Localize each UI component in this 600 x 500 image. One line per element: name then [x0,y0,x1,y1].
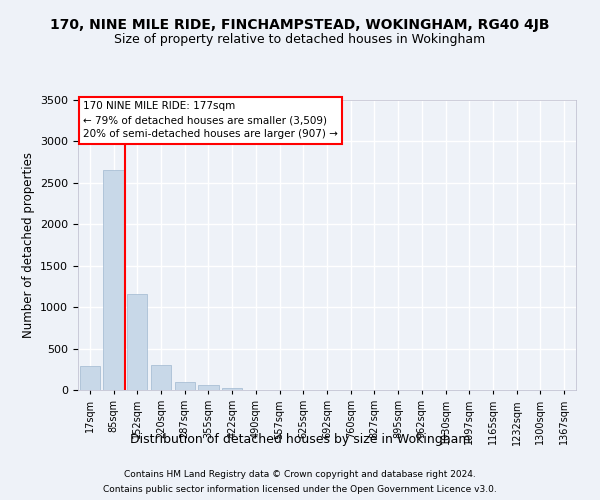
Bar [80,366,100,390]
Bar [103,170,124,390]
Bar [127,294,148,390]
Text: 170 NINE MILE RIDE: 177sqm
← 79% of detached houses are smaller (3,509)
20% of s: 170 NINE MILE RIDE: 177sqm ← 79% of deta… [83,102,338,140]
Text: Distribution of detached houses by size in Wokingham: Distribution of detached houses by size … [130,432,470,446]
Text: Size of property relative to detached houses in Wokingham: Size of property relative to detached ho… [115,32,485,46]
Bar [175,382,195,390]
Bar [199,386,218,390]
Text: Contains public sector information licensed under the Open Government Licence v3: Contains public sector information licen… [103,485,497,494]
Text: 170, NINE MILE RIDE, FINCHAMPSTEAD, WOKINGHAM, RG40 4JB: 170, NINE MILE RIDE, FINCHAMPSTEAD, WOKI… [50,18,550,32]
Text: Contains HM Land Registry data © Crown copyright and database right 2024.: Contains HM Land Registry data © Crown c… [124,470,476,479]
Y-axis label: Number of detached properties: Number of detached properties [22,152,35,338]
Bar [151,365,171,390]
Bar [222,388,242,390]
